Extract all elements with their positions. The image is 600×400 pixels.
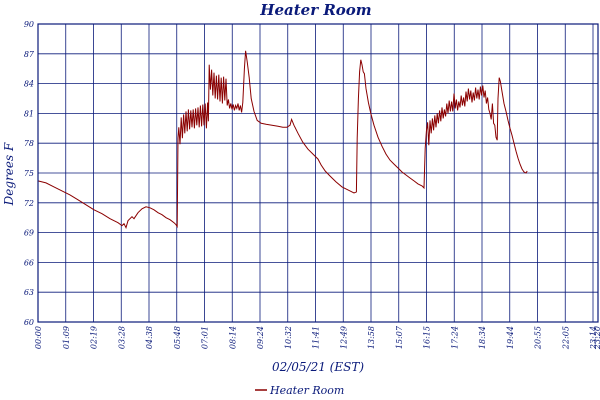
y-tick-label: 69 bbox=[24, 229, 34, 238]
x-tick-label: 04:38 bbox=[145, 326, 154, 349]
series-line-heater-room bbox=[37, 50, 528, 229]
y-tick-label: 72 bbox=[24, 199, 34, 208]
x-tick-label: 20:55 bbox=[534, 326, 543, 350]
y-tick-label: 75 bbox=[24, 169, 34, 178]
x-tick-label: 03:28 bbox=[117, 326, 126, 349]
x-tick-label: 01:09 bbox=[62, 326, 71, 349]
legend-label-heater-room: Heater Room bbox=[269, 384, 344, 397]
x-tick-label: 08:14 bbox=[228, 326, 237, 349]
legend: Heater Room bbox=[255, 384, 344, 397]
x-tick-label: 23:20 bbox=[593, 326, 600, 350]
y-tick-label: 90 bbox=[24, 20, 34, 29]
x-axis-label: 02/05/21 (EST) bbox=[272, 360, 364, 374]
x-tick-label: 09:24 bbox=[256, 326, 265, 349]
x-axis-ticks: 00:00 01:09 02:19 03:28 04:38 05:48 07:01 08:14… bbox=[34, 325, 600, 350]
x-tick-label: 13:58 bbox=[367, 326, 376, 349]
x-tick-label: 23:14 bbox=[589, 326, 598, 350]
x-tick-label: 11:41 bbox=[312, 326, 321, 349]
chart-grid bbox=[38, 23, 598, 323]
y-tick-label: 60 bbox=[24, 318, 34, 327]
x-tick-label: 00:00 bbox=[34, 326, 43, 349]
plot-frame bbox=[37, 23, 599, 323]
x-tick-label: 10:32 bbox=[284, 326, 293, 349]
x-tick-label: 16:15 bbox=[423, 326, 432, 349]
x-tick-label: 05:48 bbox=[173, 326, 182, 349]
x-tick-label: 07:01 bbox=[201, 326, 210, 349]
y-tick-label: 81 bbox=[24, 109, 34, 118]
x-tick-label: 19:44 bbox=[506, 326, 515, 349]
y-axis-ticks: 90 87 84 81 78 75 72 69 66 63 60 bbox=[24, 20, 35, 327]
x-tick-label: 12:49 bbox=[339, 326, 348, 349]
y-tick-label: 84 bbox=[24, 80, 34, 89]
x-tick-label: 22:05 bbox=[561, 326, 570, 350]
x-tick-label: 18:34 bbox=[478, 326, 487, 349]
y-tick-label: 87 bbox=[24, 50, 35, 59]
x-tick-label: 02:19 bbox=[90, 326, 99, 349]
y-axis-label: Degrees F bbox=[2, 142, 16, 206]
x-tick-label: 15:07 bbox=[395, 325, 404, 349]
x-tick-label: 17:24 bbox=[450, 326, 459, 349]
y-tick-label: 78 bbox=[24, 139, 34, 148]
y-tick-label: 66 bbox=[24, 258, 34, 267]
y-tick-label: 63 bbox=[24, 288, 34, 297]
chart-title: Heater Room bbox=[259, 1, 371, 19]
